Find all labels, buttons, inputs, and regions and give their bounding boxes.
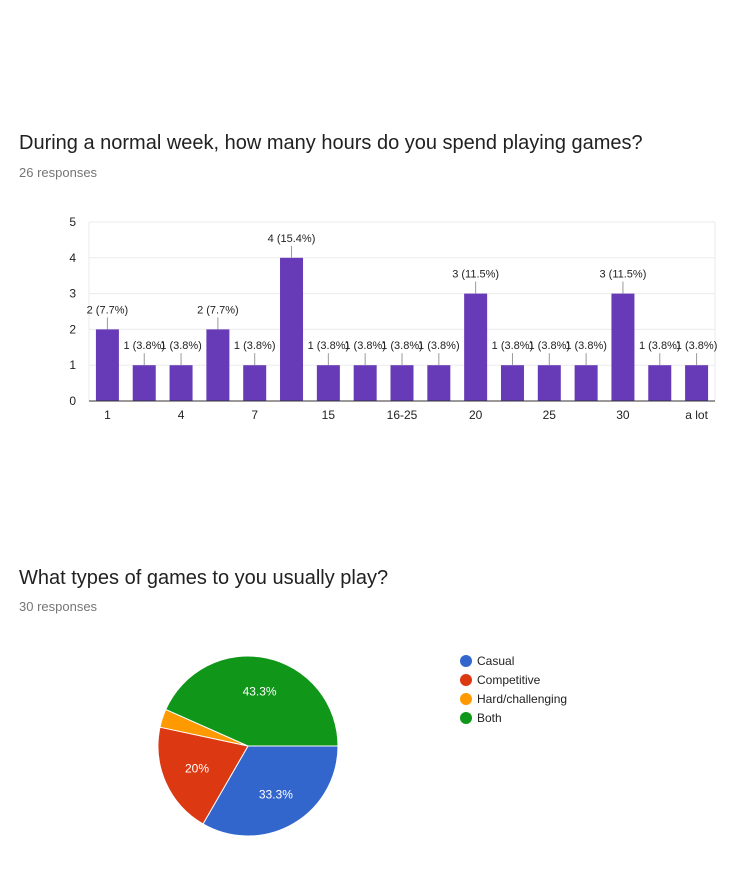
x-tick-label: 20	[469, 408, 483, 422]
bar[interactable]	[316, 365, 340, 401]
x-tick-label: 15	[322, 408, 336, 422]
bar-data-label: 1 (3.8%)	[234, 340, 276, 352]
x-tick-label: 25	[543, 408, 557, 422]
legend-label: Both	[477, 711, 502, 725]
pie-chart: 33.3% 20% 43.3% Casual Competitive Hard/chall…	[157, 654, 567, 837]
bar[interactable]	[464, 293, 488, 401]
legend-label: Hard/challenging	[477, 692, 567, 706]
bar-data-label: 1 (3.8%)	[529, 340, 571, 352]
slice-label: 33.3%	[259, 787, 293, 801]
bar-data-label: 1 (3.8%)	[492, 340, 534, 352]
bar-data-label: 1 (3.8%)	[160, 340, 202, 352]
bar[interactable]	[611, 293, 635, 401]
bar[interactable]	[574, 365, 598, 401]
bar-data-label: 1 (3.8%)	[418, 340, 460, 352]
bar-data-label: 1 (3.8%)	[123, 340, 165, 352]
pie-slice[interactable]	[157, 726, 249, 825]
bar[interactable]	[280, 257, 304, 401]
bar[interactable]	[427, 365, 451, 401]
bar-data-label: 4 (15.4%)	[268, 233, 316, 245]
x-tick-label: 16-25	[387, 408, 418, 422]
legend-swatch-icon	[460, 655, 472, 667]
question-title-hours: During a normal week, how many hours do …	[19, 132, 643, 154]
bar[interactable]	[353, 365, 377, 401]
bar-data-label: 1 (3.8%)	[344, 340, 386, 352]
response-count-hours: 26 responses	[19, 165, 98, 180]
legend-swatch-icon	[460, 693, 472, 705]
y-tick-label: 2	[69, 322, 76, 336]
legend-swatch-icon	[460, 674, 472, 686]
bar-data-label: 2 (7.7%)	[87, 304, 129, 316]
y-tick-label: 5	[69, 215, 76, 229]
bar[interactable]	[390, 365, 414, 401]
pie-slice[interactable]	[165, 655, 339, 747]
bar[interactable]	[685, 365, 709, 401]
legend-swatch-icon	[460, 712, 472, 724]
bar[interactable]	[537, 365, 561, 401]
bar[interactable]	[500, 365, 524, 401]
legend-label: Competitive	[477, 673, 541, 687]
bar[interactable]	[169, 365, 193, 401]
x-tick-label: a lot	[685, 408, 708, 422]
y-tick-label: 3	[69, 287, 76, 301]
x-tick-label: 7	[251, 408, 258, 422]
bar[interactable]	[132, 365, 156, 401]
x-tick-label: 4	[178, 408, 185, 422]
bar-data-label: 1 (3.8%)	[676, 340, 718, 352]
y-tick-label: 4	[69, 251, 76, 265]
y-tick-label: 0	[69, 394, 76, 408]
bar-data-label: 1 (3.8%)	[639, 340, 681, 352]
bar-data-label: 1 (3.8%)	[308, 340, 350, 352]
legend-label: Casual	[477, 654, 514, 668]
bar-data-label: 1 (3.8%)	[381, 340, 423, 352]
bar[interactable]	[648, 365, 672, 401]
bar[interactable]	[95, 329, 119, 401]
slice-label: 20%	[185, 762, 209, 776]
x-tick-label: 30	[616, 408, 630, 422]
question-title-types: What types of games to you usually play?	[19, 567, 389, 589]
response-count-types: 30 responses	[19, 599, 98, 614]
bar-data-label: 1 (3.8%)	[565, 340, 607, 352]
y-tick-label: 1	[69, 358, 76, 372]
bar[interactable]	[243, 365, 267, 401]
bar-data-label: 3 (11.5%)	[600, 269, 647, 281]
bar-data-label: 3 (11.5%)	[452, 269, 499, 281]
pie-slice[interactable]	[202, 745, 339, 837]
slice-label: 43.3%	[243, 684, 277, 698]
bar-data-label: 2 (7.7%)	[197, 304, 239, 316]
bar[interactable]	[206, 329, 230, 401]
x-tick-label: 1	[104, 408, 111, 422]
